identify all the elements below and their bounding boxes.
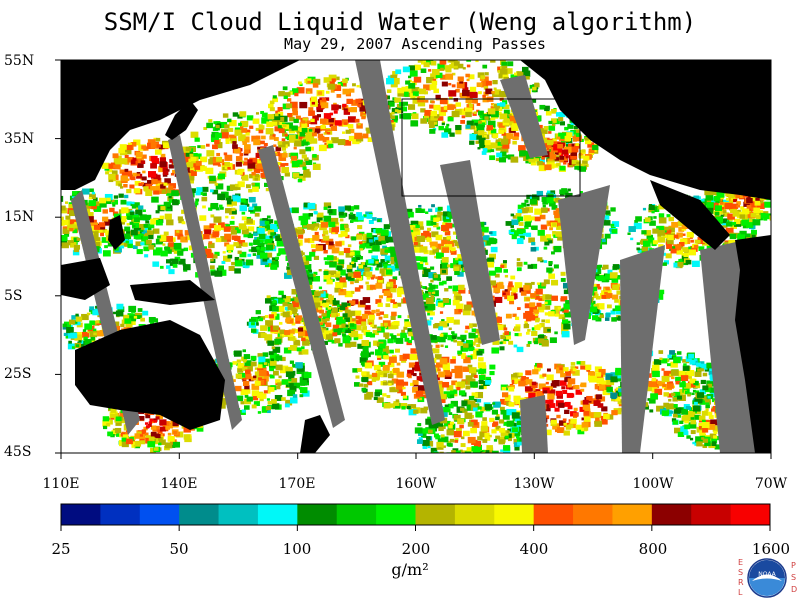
lon-label-160w: 160W bbox=[395, 476, 437, 492]
lon-label-100w: 100W bbox=[632, 476, 674, 492]
colorbar-cell bbox=[691, 504, 732, 525]
colorbar-cell bbox=[336, 504, 377, 525]
colorbar-cell bbox=[100, 504, 141, 525]
landmass bbox=[108, 215, 125, 250]
colorbar-tick-25: 25 bbox=[51, 540, 71, 558]
logo-noaa-text: NOAA bbox=[758, 571, 776, 578]
lat-label-35n: 35N bbox=[4, 131, 35, 147]
lat-label-45s: 45S bbox=[4, 444, 32, 460]
logo-letter-s2: S bbox=[791, 573, 796, 582]
lat-label-5s: 5S bbox=[4, 288, 23, 304]
colorbar-cell bbox=[376, 504, 416, 525]
axis-ticks bbox=[55, 59, 772, 459]
colorbar-tick-50: 50 bbox=[169, 540, 189, 558]
noaa-esrl-psd-logo: E S R L NOAA P S D bbox=[738, 558, 797, 598]
logo-letter-l: L bbox=[738, 588, 743, 597]
no-data-swath bbox=[258, 145, 345, 428]
logo-letter-p: P bbox=[791, 561, 796, 570]
lon-label-140e: 140E bbox=[160, 476, 198, 492]
landmass bbox=[300, 415, 330, 453]
lat-label-55n: 55N bbox=[4, 53, 35, 69]
colorbar-cell bbox=[257, 504, 298, 525]
colorbar-cell bbox=[651, 504, 692, 525]
logo-letter-d: D bbox=[791, 585, 797, 594]
logo-letter-s: S bbox=[738, 568, 743, 577]
map-title: SSM/I Cloud Liquid Water (Weng algorithm… bbox=[103, 8, 697, 36]
landmass bbox=[735, 235, 771, 453]
landmass bbox=[75, 320, 225, 430]
no-data-swath bbox=[558, 185, 610, 345]
lon-label-70w: 70W bbox=[754, 476, 788, 492]
landmasses bbox=[61, 60, 771, 453]
colorbar-cell bbox=[494, 504, 535, 525]
lat-label-25s: 25S bbox=[4, 366, 32, 382]
missing-swath-gaps bbox=[71, 60, 760, 453]
landmass bbox=[130, 280, 215, 305]
colorbar-cell bbox=[218, 504, 259, 525]
map-subtitle: May 29, 2007 Ascending Passes bbox=[284, 35, 546, 53]
colorbar-cell bbox=[179, 504, 220, 525]
no-data-swath bbox=[168, 135, 242, 430]
landmass bbox=[520, 60, 771, 200]
landmass bbox=[61, 60, 300, 190]
colorbar-cell bbox=[297, 504, 338, 525]
lon-label-130w: 130W bbox=[513, 476, 555, 492]
colorbar-cell bbox=[533, 504, 574, 525]
lat-label-15n: 15N bbox=[4, 209, 35, 225]
colorbar-cell bbox=[139, 504, 180, 525]
colorbar-tick-400: 400 bbox=[519, 540, 549, 558]
landmass bbox=[165, 100, 198, 140]
logo-letter-r: R bbox=[738, 578, 744, 587]
colorbar-tick-100: 100 bbox=[282, 540, 312, 558]
no-data-swath bbox=[500, 75, 548, 158]
colorbar-cell bbox=[730, 504, 771, 525]
colorbar-cell bbox=[61, 504, 101, 525]
colorbar-tick-200: 200 bbox=[401, 540, 431, 558]
lon-label-170e: 170E bbox=[278, 476, 316, 492]
logo-letter-e: E bbox=[738, 558, 743, 567]
landmass bbox=[650, 180, 730, 250]
colorbar-tick-800: 800 bbox=[638, 540, 668, 558]
colorbar-frame bbox=[60, 503, 771, 526]
landmass bbox=[61, 258, 110, 300]
colorbar-cell bbox=[573, 504, 613, 525]
colorbar-cell bbox=[612, 504, 653, 525]
colorbar-cell bbox=[415, 504, 456, 525]
colorbar-unit: g/m² bbox=[391, 560, 429, 579]
selection-box bbox=[401, 98, 581, 197]
no-data-swath bbox=[355, 60, 445, 425]
colorbar-cell bbox=[454, 504, 495, 525]
lon-label-110e: 110E bbox=[42, 476, 80, 492]
colorbar-tick-1600: 1600 bbox=[751, 540, 791, 558]
no-data-swath bbox=[620, 245, 665, 453]
no-data-swath bbox=[440, 160, 500, 345]
no-data-swath bbox=[520, 395, 548, 453]
